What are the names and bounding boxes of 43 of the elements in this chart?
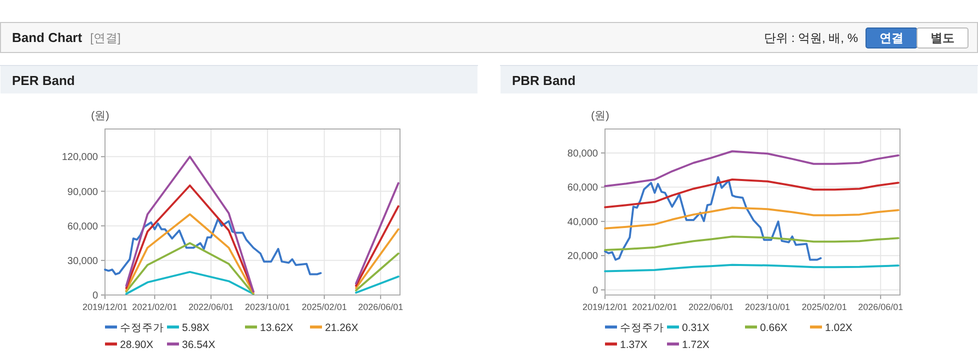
legend-label: 0.31X xyxy=(682,322,710,334)
legend-label: 5.98X xyxy=(182,322,210,334)
x-tick-label: 2025/02/01 xyxy=(802,302,847,312)
legend-label: 1.02X xyxy=(825,322,852,334)
text: Band Chart xyxy=(12,30,83,45)
x-tick-label: 2019/12/01 xyxy=(582,302,628,312)
chart-title: PBR Band xyxy=(512,73,576,88)
x-tick-label: 2026/06/01 xyxy=(858,302,904,312)
y-tick-label: 0 xyxy=(92,290,98,302)
x-tick-label: 2021/02/01 xyxy=(632,302,678,312)
text: 별도 xyxy=(930,31,954,45)
x-tick-label: 2026/06/01 xyxy=(358,302,404,312)
legend-label: 수정주가 xyxy=(620,322,664,334)
legend-label: 21.26X xyxy=(325,322,358,334)
y-tick-label: 0 xyxy=(592,285,598,296)
y-axis-title: (원) xyxy=(91,110,110,122)
legend-label: 1.72X xyxy=(682,339,710,351)
y-tick-label: 40,000 xyxy=(567,216,598,228)
x-tick-label: 2021/02/01 xyxy=(132,302,178,312)
x-tick-label: 2025/02/01 xyxy=(302,302,347,312)
x-tick-label: 2023/10/01 xyxy=(745,302,790,312)
legend-label: 28.90X xyxy=(120,339,154,351)
x-tick-label: 2023/10/01 xyxy=(245,302,290,312)
legend-label: 1.37X xyxy=(620,339,648,351)
y-tick-label: 80,000 xyxy=(567,148,598,160)
x-tick-label: 2022/06/01 xyxy=(688,302,734,312)
text: [연결] xyxy=(90,31,121,45)
y-axis-title: (원) xyxy=(591,110,610,122)
legend-label: 36.54X xyxy=(182,339,216,351)
legend-label: 수정주가 xyxy=(120,322,164,334)
y-tick-label: 60,000 xyxy=(567,182,598,194)
x-tick-label: 2022/06/01 xyxy=(188,302,234,312)
text: 연결 xyxy=(880,31,904,45)
y-tick-label: 20,000 xyxy=(567,251,598,262)
y-tick-label: 30,000 xyxy=(67,256,98,267)
x-tick-label: 2019/12/01 xyxy=(82,302,128,312)
text: 단위 : 억원, 배, % xyxy=(764,31,858,45)
legend-label: 0.66X xyxy=(760,322,788,334)
y-tick-label: 60,000 xyxy=(67,221,98,232)
chart-title: PER Band xyxy=(12,73,75,88)
y-tick-label: 90,000 xyxy=(67,186,98,198)
y-tick-label: 120,000 xyxy=(62,152,98,164)
legend-label: 13.62X xyxy=(260,322,294,334)
